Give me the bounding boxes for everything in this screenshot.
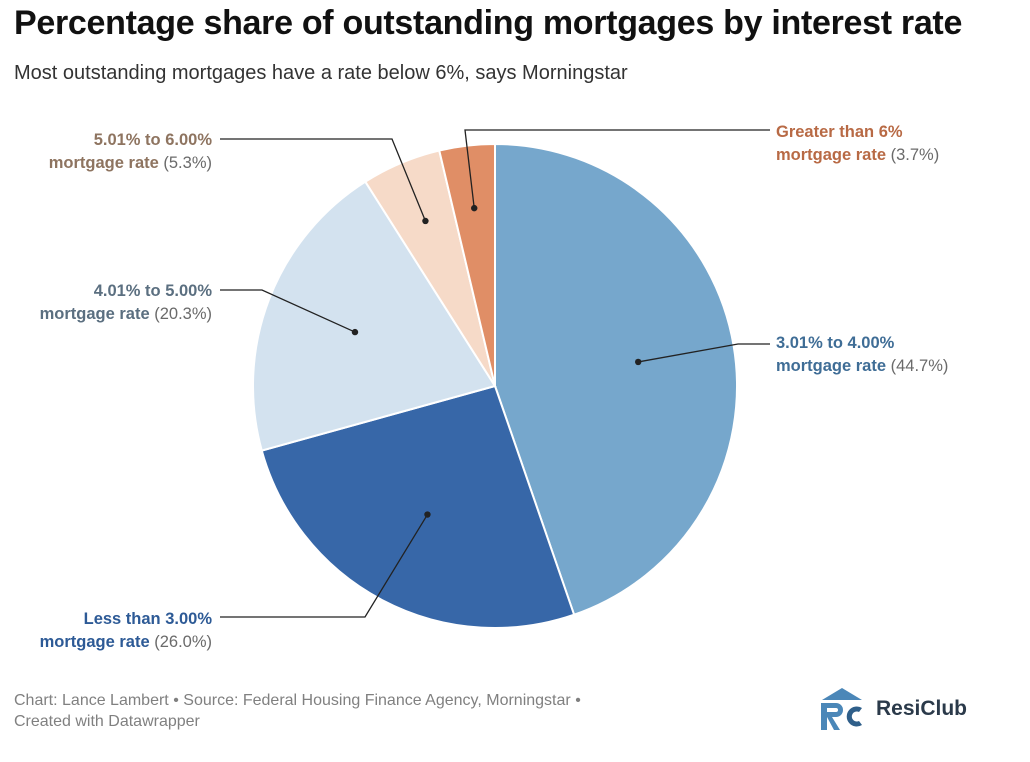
- slice-label-value: (26.0%): [154, 633, 212, 651]
- slice-label-value: (20.3%): [154, 305, 212, 323]
- slice-label-value: (44.7%): [891, 357, 949, 375]
- footer-separator: •: [575, 692, 581, 709]
- brand: ResiClub: [818, 686, 967, 732]
- pie-slice: [252, 180, 497, 452]
- chart-subtitle: Most outstanding mortgages have a rate b…: [14, 62, 628, 84]
- slice-label-value: (3.7%): [891, 146, 940, 164]
- label-leader-lines: [220, 129, 770, 618]
- slice-labels: 3.01% to 4.00% mortgage rate (44.7%) Less …: [40, 123, 949, 651]
- slice-label-caption: mortgage rate: [776, 357, 891, 375]
- leader-dot: [634, 358, 642, 366]
- slice-label-range: 5.01% to 6.00%: [94, 131, 213, 149]
- pie-slice: [260, 384, 576, 629]
- resiclub-logo-icon: [821, 688, 862, 730]
- slice-label-caption: mortgage rate: [40, 633, 155, 651]
- leader-line: [220, 289, 356, 333]
- slice-label: 3.01% to 4.00% mortgage rate (44.7%): [776, 334, 948, 375]
- chart-footer: Chart: Lance Lambert • Source: Federal H…: [14, 690, 754, 732]
- slice-label: 5.01% to 6.00% mortgage rate (5.3%): [49, 131, 213, 172]
- leader-dot: [471, 204, 478, 212]
- slice-label: Greater than 6% mortgage rate (3.7%): [776, 123, 939, 164]
- leader-dot: [424, 511, 431, 518]
- slice-label: Less than 3.00% mortgage rate (26.0%): [40, 610, 213, 651]
- slice-label-caption: mortgage rate: [776, 146, 891, 164]
- leader-line: [220, 514, 429, 618]
- slice-label-range: 4.01% to 5.00%: [94, 282, 213, 300]
- footer-separator: •: [173, 692, 179, 709]
- footer-credit: Chart: Lance Lambert: [14, 692, 169, 709]
- chart-title: Percentage share of outstanding mortgage…: [14, 4, 963, 42]
- slice-label-range: Less than 3.00%: [84, 610, 213, 628]
- pie-slices: [252, 142, 738, 629]
- leader-line: [220, 138, 427, 222]
- footer-source: Source: Federal Housing Finance Agency, …: [183, 692, 571, 709]
- footer-created: Created with Datawrapper: [14, 713, 200, 730]
- leader-line: [638, 343, 770, 363]
- slice-label-caption: mortgage rate: [49, 154, 164, 172]
- slice-label: 4.01% to 5.00% mortgage rate (20.3%): [40, 282, 213, 323]
- leader-dot: [351, 328, 359, 336]
- pie-slice: [494, 142, 738, 616]
- leader-dot: [422, 217, 429, 225]
- slice-label-value: (5.3%): [163, 154, 212, 172]
- pie-chart: 3.01% to 4.00% mortgage rate (44.7%) Less …: [40, 123, 949, 651]
- slice-label-range: Greater than 6%: [776, 123, 903, 141]
- slice-label-range: 3.01% to 4.00%: [776, 334, 895, 352]
- brand-name: ResiClub: [876, 697, 968, 720]
- leader-line: [464, 129, 770, 209]
- slice-label-caption: mortgage rate: [40, 305, 155, 323]
